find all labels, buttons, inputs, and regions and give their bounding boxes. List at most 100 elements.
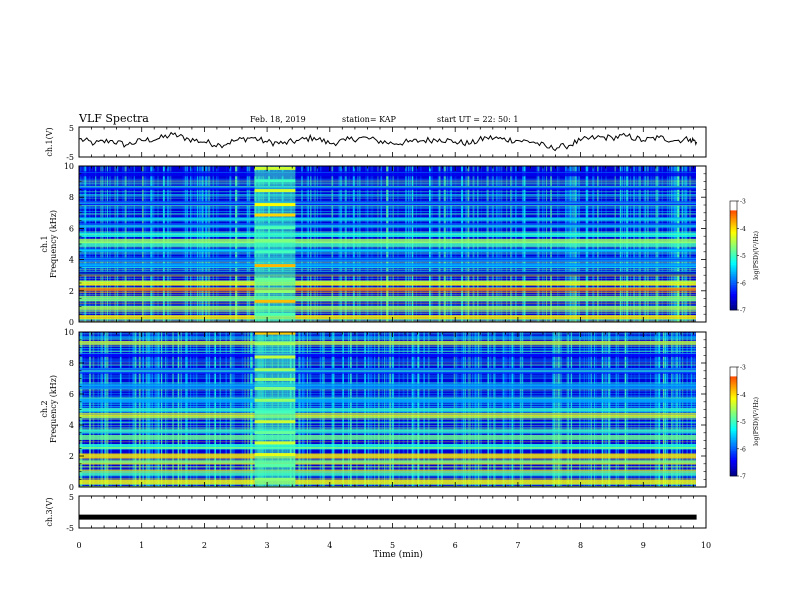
colorbar-segment <box>730 405 737 408</box>
ch2-spectrogram-burst-band <box>254 377 296 381</box>
y-tick-label: 10 <box>64 162 74 171</box>
ch1-spectrogram-line <box>79 280 696 282</box>
ch2-spectrogram-burst <box>254 332 296 487</box>
colorbar-segment <box>730 242 737 245</box>
colorbar-label: log(PSD)(V²/Hz) <box>753 397 760 446</box>
ch1-spectrogram-line <box>79 283 696 285</box>
colorbar-segment <box>730 392 737 395</box>
colorbar-segment <box>730 295 737 298</box>
ch1-spectrogram-band <box>79 171 696 177</box>
ch2-spectrogram-line <box>79 448 696 449</box>
colorbar-segment <box>730 396 737 399</box>
ch1-spectrogram-line <box>79 197 696 199</box>
ch1-spectrogram-line <box>79 273 696 274</box>
ch1-spectrogram-line <box>79 191 696 193</box>
ch2-spectrogram-line <box>79 384 696 386</box>
colorbar-segment <box>730 376 737 379</box>
ch2-spectrogram-ylabel: Frequency (kHz) <box>49 375 58 443</box>
ch1-spectrogram-line <box>79 211 696 212</box>
ch1-spectrogram-line <box>79 320 696 321</box>
x-axis-label: Time (min) <box>373 549 423 560</box>
colorbar-segment <box>730 472 737 475</box>
ch1-spectrogram-line <box>79 284 696 286</box>
colorbar-segment <box>730 224 737 227</box>
ch2-spectrogram-line <box>79 422 696 424</box>
ch1-spectrogram-line <box>79 298 696 300</box>
ch1-spectrogram-band <box>79 287 696 291</box>
ch1-spectrogram-line <box>79 275 696 276</box>
ch2-spectrogram-line <box>79 389 696 391</box>
ch1-spectrogram-line <box>79 226 696 228</box>
colorbar-segment <box>730 204 737 207</box>
ch2-spectrogram-line <box>79 337 696 339</box>
ch1-spectrogram-line <box>79 183 696 185</box>
ch2-spectrogram-line <box>79 460 696 462</box>
ch2-spectrogram-line <box>79 428 696 429</box>
colorbar-segment <box>730 259 737 262</box>
ch2-spectrogram-line <box>79 397 696 398</box>
colorbar-segment <box>730 368 737 371</box>
ch2-spectrogram-line <box>79 387 696 389</box>
ch1-spectrogram-line <box>79 306 696 307</box>
colorbar-segment <box>730 414 737 417</box>
ch1-waveform-trace <box>78 131 698 152</box>
ch1-spectrogram-line <box>79 260 696 261</box>
x-tick-label: 10 <box>701 541 711 550</box>
ch1-waveform-ylabel: ch.1(V) <box>45 127 54 156</box>
ch2-spectrogram-line <box>79 431 696 433</box>
ch2-spectrogram-line <box>79 362 696 364</box>
ch1-spectrogram-line <box>79 271 696 273</box>
ch2-spectrogram-line <box>79 417 696 419</box>
ch1-spectrogram-line <box>79 225 696 227</box>
colorbar-segment <box>730 202 737 205</box>
ch1-spectrogram-burst-band <box>254 277 296 281</box>
ch2-spectrogram-line <box>79 349 696 351</box>
colorbar-segment <box>730 445 737 448</box>
colorbar-segment <box>730 239 737 242</box>
colorbar-segment <box>730 246 737 249</box>
ch1-spectrogram-line <box>79 266 696 267</box>
ch1-spectrogram-band <box>79 238 696 243</box>
colorbar-tick-label: -7 <box>740 474 746 481</box>
colorbar-segment <box>730 459 737 462</box>
colorbar-segment <box>730 412 737 415</box>
colorbar-segment <box>730 441 737 444</box>
ch2-spectrogram-line <box>79 395 696 397</box>
ch1-spectrogram-ylabel: ch.1 <box>40 235 49 252</box>
colorbar-segment <box>730 248 737 251</box>
ch1-spectrogram-line <box>79 267 696 268</box>
ch1-spectrogram-burst-band <box>254 290 296 294</box>
y-tick-label: 4 <box>69 256 74 265</box>
ch1-spectrogram-line <box>79 312 696 314</box>
ch1-spectrogram-line <box>79 246 696 248</box>
ch1-spectrogram-burst-band <box>254 189 296 193</box>
ch1-spectrogram-line <box>79 205 696 206</box>
ch2-spectrogram-line <box>79 342 696 344</box>
ch1-spectrogram-line <box>79 262 696 264</box>
ch2-spectrogram-line <box>79 466 696 468</box>
ch2-spectrogram-line <box>79 444 696 446</box>
colorbar-segment <box>730 385 737 388</box>
colorbar-segment <box>730 416 737 419</box>
ch2-spectrogram-line <box>79 421 696 422</box>
ch1-spectrogram-burst-band <box>254 312 296 316</box>
ch2-spectrogram-line <box>79 463 696 465</box>
y-tick-label: 2 <box>69 452 74 461</box>
ch1-spectrogram-line <box>79 191 696 192</box>
colorbar-segment <box>730 268 737 271</box>
y-tick-label: 2 <box>69 287 74 296</box>
y-tick-label: 4 <box>69 421 74 430</box>
colorbar-segment <box>730 372 737 375</box>
ch2-spectrogram-line <box>79 408 696 410</box>
ch2-spectrogram-line <box>79 335 696 337</box>
ch1-spectrogram-line <box>79 201 696 203</box>
y-tick-label: 10 <box>64 328 74 337</box>
colorbar-segment <box>730 306 737 309</box>
colorbar-segment <box>730 425 737 428</box>
colorbar-segment <box>730 201 737 204</box>
ch2-spectrogram-line <box>79 426 696 428</box>
colorbar-tick-label: -7 <box>740 308 746 315</box>
ch2-spectrogram-line <box>79 364 696 366</box>
colorbar-segment <box>730 448 737 451</box>
colorbar-segment <box>730 215 737 218</box>
